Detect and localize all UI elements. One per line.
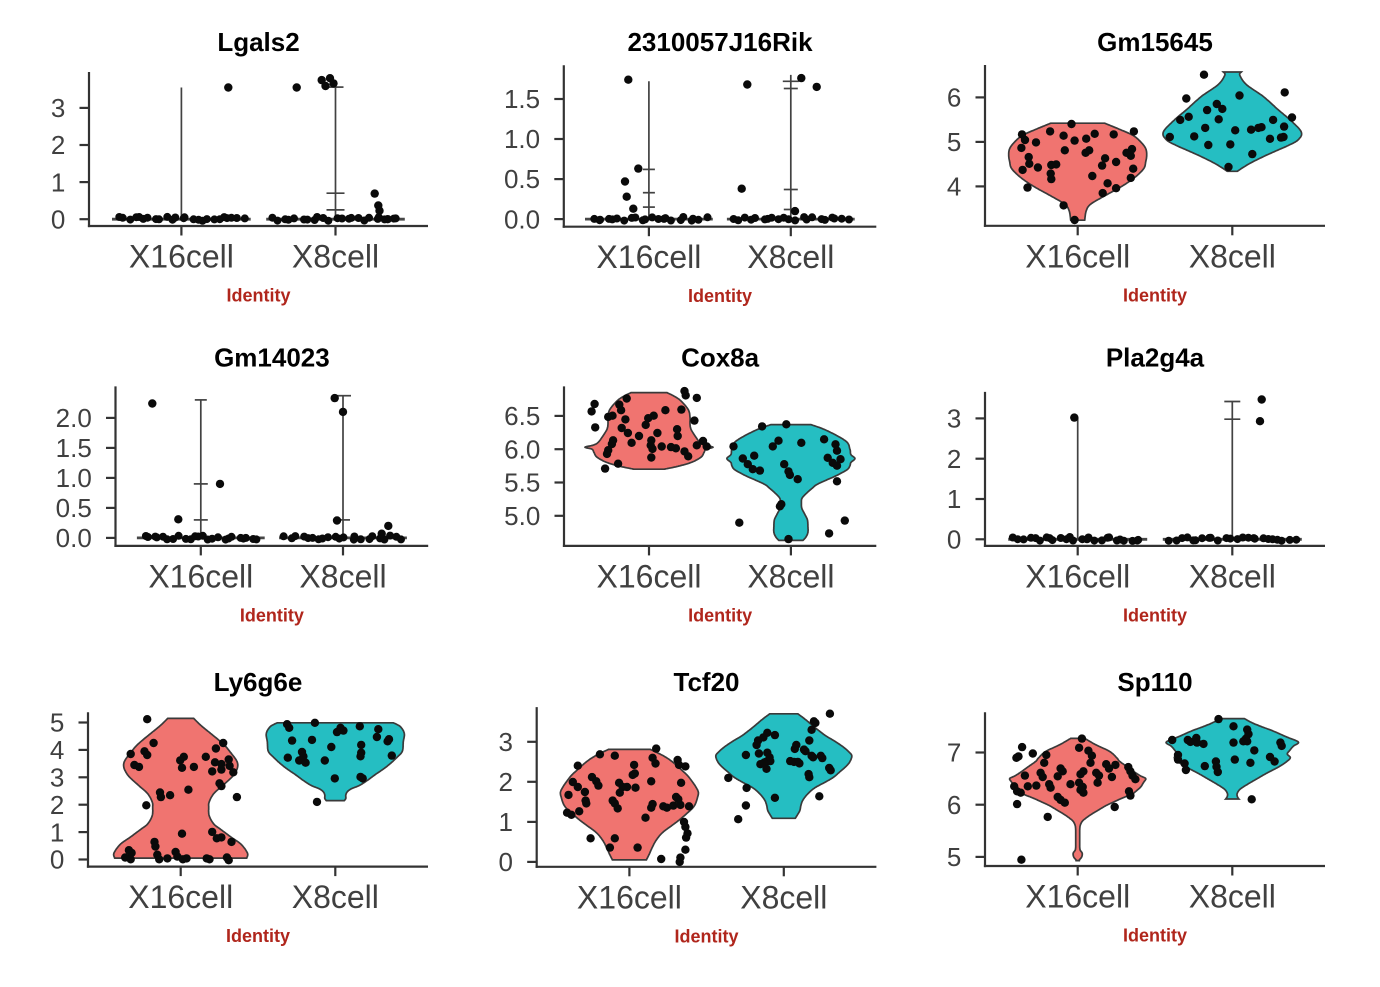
svg-text:Identity: Identity: [1123, 605, 1187, 625]
svg-text:2: 2: [51, 130, 65, 160]
svg-text:1: 1: [51, 167, 65, 197]
svg-text:3: 3: [947, 404, 961, 434]
svg-text:X8cell: X8cell: [299, 558, 386, 594]
svg-text:X16cell: X16cell: [1025, 558, 1130, 594]
svg-text:Identity: Identity: [674, 926, 738, 946]
svg-text:X8cell: X8cell: [292, 879, 379, 915]
svg-text:0.5: 0.5: [56, 493, 92, 523]
svg-text:7: 7: [947, 738, 961, 768]
svg-text:6.5: 6.5: [504, 401, 540, 431]
svg-text:Identity: Identity: [240, 605, 304, 625]
svg-text:Lgals2: Lgals2: [217, 27, 299, 57]
svg-text:0.0: 0.0: [504, 204, 540, 234]
svg-text:5.5: 5.5: [504, 468, 540, 498]
svg-text:X16cell: X16cell: [597, 558, 702, 594]
svg-text:Gm14023: Gm14023: [214, 343, 330, 373]
svg-text:3: 3: [499, 727, 513, 757]
svg-text:2: 2: [947, 444, 961, 474]
svg-text:6.0: 6.0: [504, 434, 540, 464]
svg-text:0: 0: [947, 525, 961, 555]
svg-text:X8cell: X8cell: [740, 879, 827, 915]
svg-text:2.0: 2.0: [56, 403, 92, 433]
svg-text:5.0: 5.0: [504, 501, 540, 531]
svg-text:X8cell: X8cell: [1189, 238, 1276, 274]
svg-text:3: 3: [50, 763, 64, 793]
svg-text:Identity: Identity: [688, 286, 752, 306]
svg-text:2310057J16Rik: 2310057J16Rik: [627, 27, 813, 57]
svg-text:0.5: 0.5: [504, 164, 540, 194]
svg-text:X16cell: X16cell: [128, 879, 233, 915]
svg-text:Tcf20: Tcf20: [674, 667, 740, 697]
svg-text:X16cell: X16cell: [1025, 238, 1130, 274]
svg-text:X8cell: X8cell: [292, 239, 379, 275]
svg-text:Sp110: Sp110: [1117, 667, 1192, 697]
svg-text:5: 5: [947, 127, 961, 157]
svg-text:6: 6: [947, 790, 961, 820]
svg-text:X16cell: X16cell: [148, 558, 253, 594]
svg-text:2: 2: [50, 790, 64, 820]
svg-text:4: 4: [50, 735, 64, 765]
svg-text:X8cell: X8cell: [1189, 879, 1276, 915]
svg-text:X16cell: X16cell: [1025, 879, 1130, 915]
svg-text:X8cell: X8cell: [1189, 558, 1276, 594]
svg-text:Gm15645: Gm15645: [1097, 27, 1213, 57]
svg-text:3: 3: [51, 93, 65, 123]
svg-text:1.0: 1.0: [56, 463, 92, 493]
svg-text:X8cell: X8cell: [747, 239, 834, 275]
svg-text:Identity: Identity: [1123, 285, 1187, 305]
svg-text:Identity: Identity: [226, 286, 290, 306]
svg-text:Identity: Identity: [226, 926, 290, 946]
svg-text:1: 1: [947, 484, 961, 514]
svg-text:1.5: 1.5: [56, 433, 92, 463]
svg-text:1: 1: [499, 807, 513, 837]
svg-text:Ly6g6e: Ly6g6e: [214, 667, 303, 697]
svg-text:X8cell: X8cell: [747, 558, 834, 594]
svg-text:X16cell: X16cell: [596, 239, 701, 275]
svg-text:0: 0: [51, 204, 65, 234]
svg-text:0.0: 0.0: [56, 523, 92, 553]
svg-text:X16cell: X16cell: [577, 879, 682, 915]
svg-text:Identity: Identity: [688, 605, 752, 625]
svg-text:Pla2g4a: Pla2g4a: [1106, 343, 1205, 373]
svg-text:1: 1: [50, 817, 64, 847]
svg-text:X16cell: X16cell: [129, 239, 234, 275]
svg-text:Cox8a: Cox8a: [681, 343, 760, 373]
svg-text:4: 4: [947, 172, 961, 202]
svg-text:5: 5: [947, 842, 961, 872]
svg-text:0: 0: [499, 847, 513, 877]
svg-text:1.0: 1.0: [504, 124, 540, 154]
svg-text:1.5: 1.5: [504, 84, 540, 114]
svg-text:Identity: Identity: [1123, 926, 1187, 946]
svg-text:0: 0: [50, 845, 64, 875]
svg-text:5: 5: [50, 708, 64, 738]
svg-text:2: 2: [499, 767, 513, 797]
svg-text:6: 6: [947, 83, 961, 113]
